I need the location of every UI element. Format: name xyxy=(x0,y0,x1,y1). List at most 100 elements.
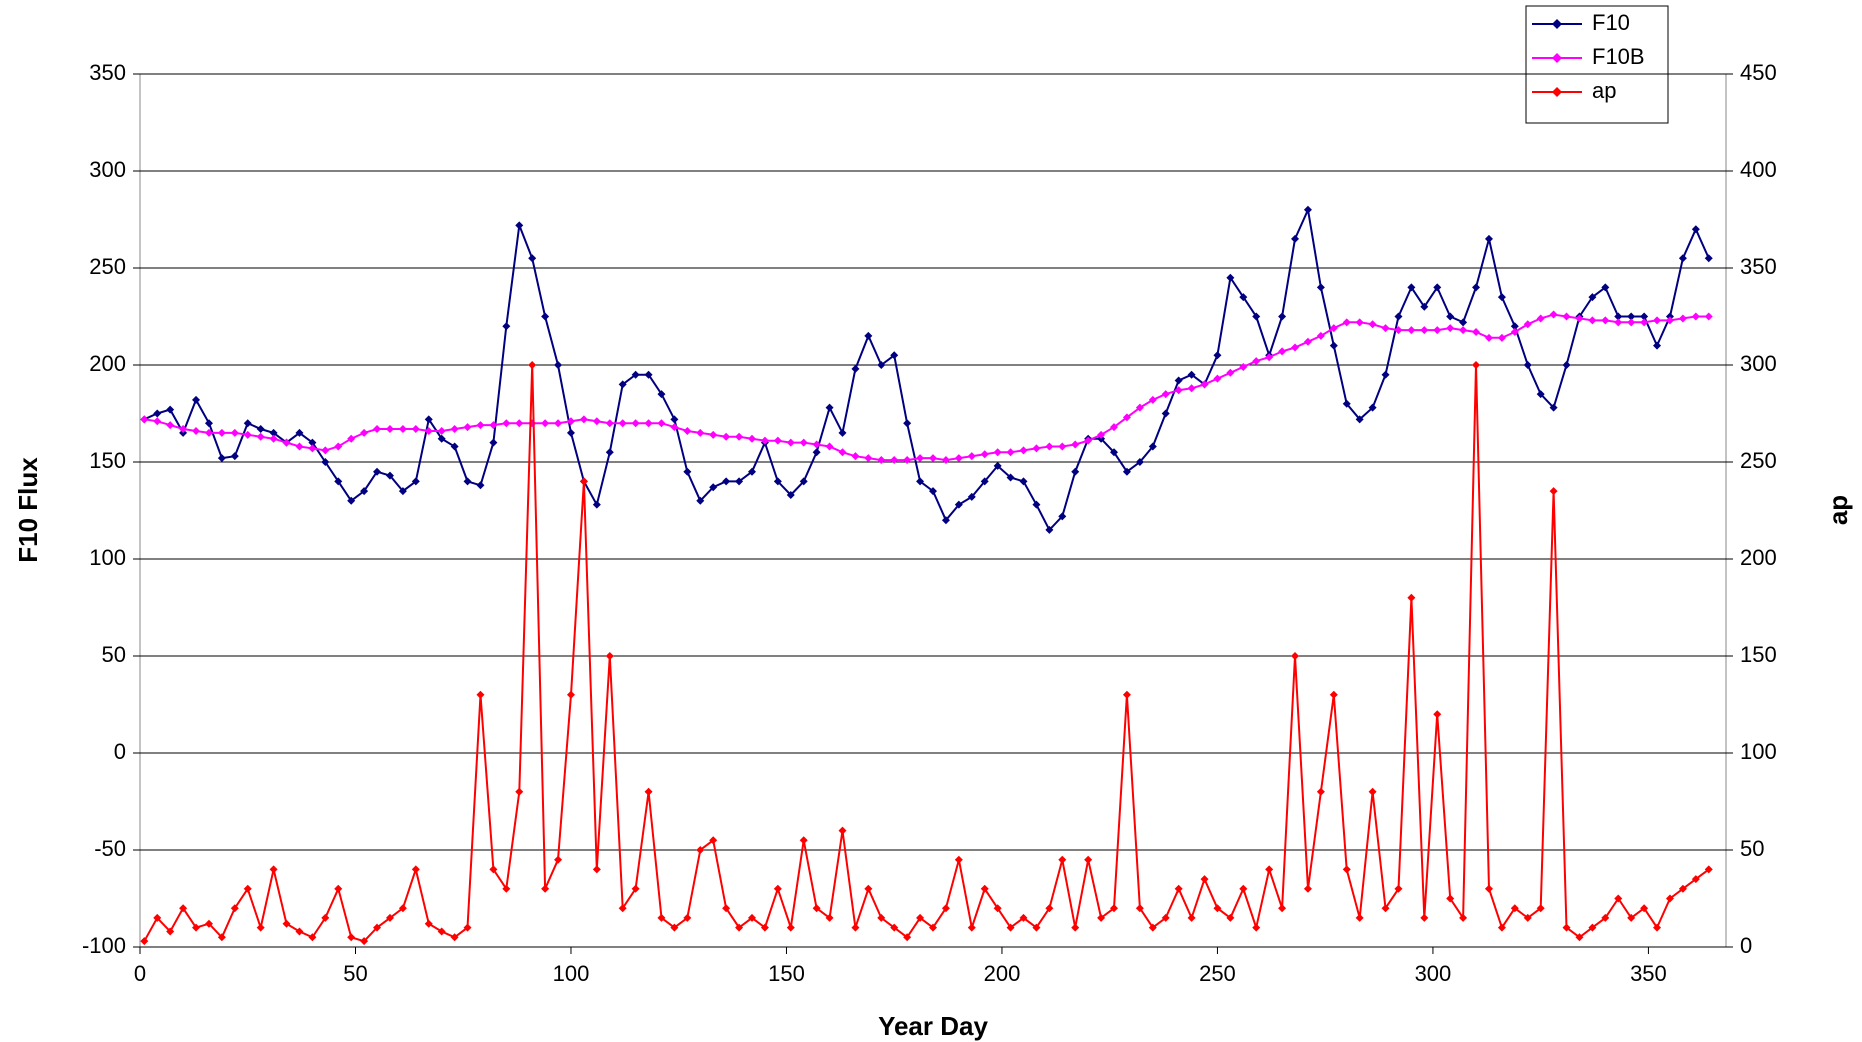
marker xyxy=(1265,865,1274,874)
marker xyxy=(812,448,821,457)
marker xyxy=(1252,923,1261,932)
legend-label: F10 xyxy=(1592,10,1630,35)
x-tick-label: 250 xyxy=(1199,961,1236,986)
marker xyxy=(670,415,679,424)
marker xyxy=(541,419,550,428)
marker xyxy=(269,434,278,443)
marker xyxy=(321,458,330,466)
marker xyxy=(463,923,472,932)
marker xyxy=(851,364,860,373)
marker xyxy=(398,904,407,913)
marker xyxy=(786,438,795,447)
marker xyxy=(515,419,524,428)
marker xyxy=(773,477,782,486)
marker xyxy=(954,454,963,463)
marker xyxy=(1523,913,1532,922)
x-tick-label: 0 xyxy=(134,961,146,986)
marker xyxy=(1407,283,1416,292)
marker xyxy=(1291,343,1300,352)
marker xyxy=(1420,913,1429,922)
marker xyxy=(1588,923,1597,932)
marker xyxy=(1614,312,1623,321)
marker xyxy=(1407,593,1416,602)
marker xyxy=(1265,353,1274,362)
marker xyxy=(1472,283,1481,292)
y-tick-label: 200 xyxy=(89,351,126,376)
marker xyxy=(347,933,356,942)
marker xyxy=(1614,894,1623,903)
marker xyxy=(631,370,640,379)
marker xyxy=(1407,326,1416,335)
marker xyxy=(1653,341,1662,350)
marker xyxy=(450,442,459,451)
legend-marker xyxy=(1552,87,1562,97)
marker xyxy=(256,923,265,932)
marker xyxy=(631,419,640,428)
marker xyxy=(1484,333,1493,342)
marker xyxy=(554,419,563,428)
marker xyxy=(1316,787,1325,796)
x-tick-label: 200 xyxy=(984,961,1021,986)
marker xyxy=(1691,225,1700,234)
marker xyxy=(450,933,459,942)
marker xyxy=(786,923,795,932)
marker xyxy=(373,467,382,476)
marker xyxy=(1097,913,1106,922)
marker xyxy=(476,690,485,699)
marker xyxy=(1110,423,1119,432)
marker xyxy=(657,419,666,428)
marker xyxy=(360,937,369,946)
marker xyxy=(1045,442,1054,451)
marker xyxy=(179,904,188,913)
marker xyxy=(1627,312,1636,321)
marker xyxy=(1226,273,1235,282)
marker xyxy=(838,826,847,835)
marker xyxy=(1653,316,1662,325)
marker xyxy=(437,426,446,435)
marker xyxy=(1420,302,1429,311)
marker xyxy=(321,913,330,922)
marker xyxy=(618,904,627,913)
y2-tick-label: 450 xyxy=(1740,60,1777,85)
marker xyxy=(295,442,304,451)
marker xyxy=(1627,318,1636,327)
marker xyxy=(502,322,511,331)
marker xyxy=(877,913,886,922)
marker xyxy=(1135,458,1144,466)
marker xyxy=(1536,904,1545,913)
marker xyxy=(592,500,601,509)
marker xyxy=(1252,312,1261,321)
marker xyxy=(476,481,485,490)
marker xyxy=(657,390,666,399)
marker xyxy=(1226,368,1235,377)
marker xyxy=(153,417,162,426)
marker xyxy=(1562,923,1571,932)
marker xyxy=(812,440,821,449)
marker xyxy=(1058,512,1067,521)
marker xyxy=(217,428,226,437)
marker xyxy=(1497,293,1506,302)
marker xyxy=(489,865,498,874)
marker xyxy=(980,477,989,486)
marker xyxy=(1381,370,1390,379)
marker xyxy=(1135,904,1144,913)
y-axis-title: F10 Flux xyxy=(13,457,43,563)
marker xyxy=(1497,923,1506,932)
marker xyxy=(851,923,860,932)
marker xyxy=(1678,254,1687,263)
marker xyxy=(269,865,278,874)
marker xyxy=(1420,326,1429,335)
marker xyxy=(1704,312,1713,321)
marker xyxy=(1291,652,1300,660)
marker xyxy=(243,419,252,428)
marker xyxy=(1019,446,1028,455)
marker xyxy=(773,884,782,893)
marker xyxy=(1523,320,1532,329)
marker xyxy=(515,221,524,230)
legend xyxy=(1525,5,1669,124)
y2-tick-label: 350 xyxy=(1740,254,1777,279)
marker xyxy=(1549,310,1558,319)
marker xyxy=(1575,314,1584,323)
marker xyxy=(1446,894,1455,903)
marker xyxy=(204,419,213,428)
